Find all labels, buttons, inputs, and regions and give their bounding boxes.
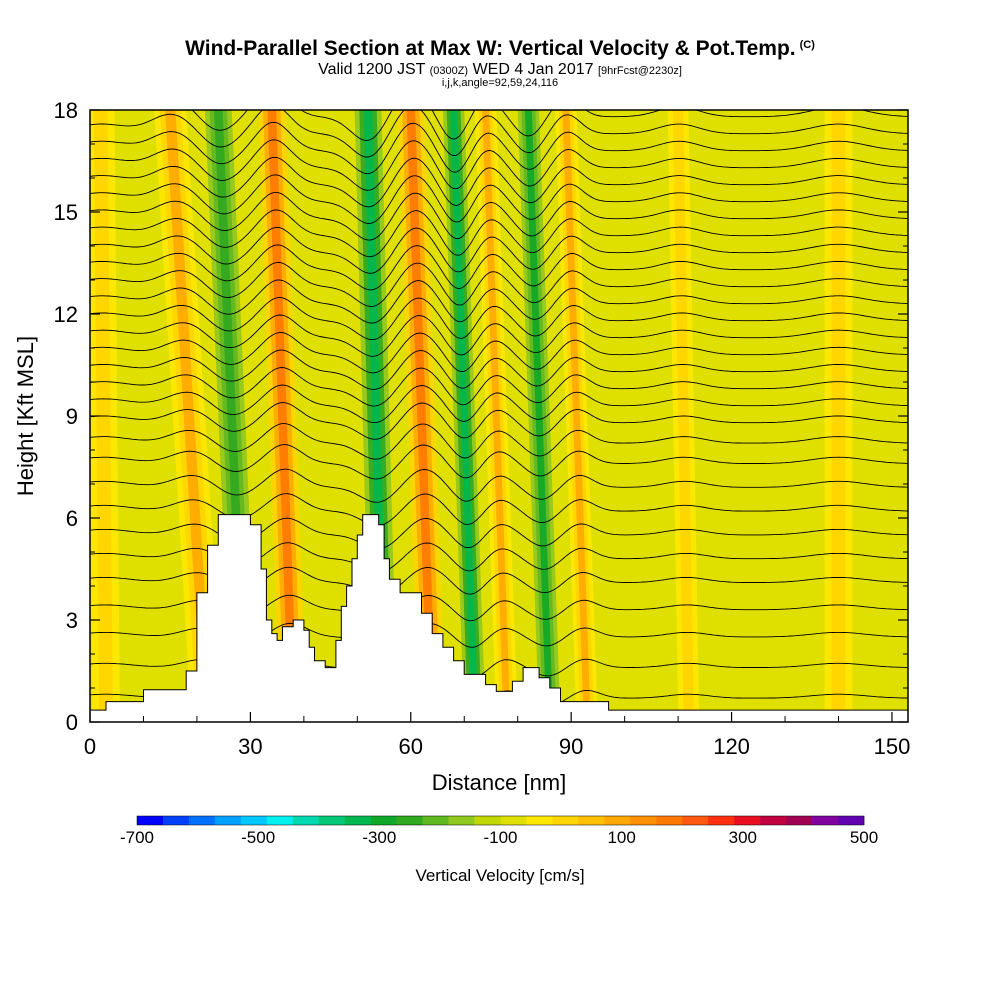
colorbar-label: 300 bbox=[729, 828, 757, 847]
colorbar-swatch bbox=[578, 816, 605, 825]
colorbar-swatch bbox=[682, 816, 709, 825]
colorbar-swatch bbox=[604, 816, 631, 825]
velocity-band-6-layer-2 bbox=[406, 110, 437, 722]
y-tick-label: 15 bbox=[54, 200, 78, 225]
theta-contour-21 bbox=[90, 226, 908, 274]
y-tick-label: 0 bbox=[66, 710, 78, 735]
colorbar-label: -500 bbox=[241, 828, 275, 847]
colorbar-swatch bbox=[214, 816, 242, 825]
theta-contour-23 bbox=[90, 191, 908, 241]
colorbar-swatch bbox=[448, 816, 475, 825]
theta-contour-26 bbox=[90, 139, 908, 191]
theta-contour-20 bbox=[90, 244, 908, 291]
colorbar-label: -300 bbox=[362, 828, 396, 847]
valid-date: WED 4 Jan 2017 bbox=[472, 61, 594, 78]
x-tick-label: 120 bbox=[713, 734, 750, 759]
colorbar-swatch bbox=[318, 816, 346, 825]
theta-contour-16 bbox=[90, 314, 908, 357]
x-axis-title: Distance [nm] bbox=[432, 770, 567, 795]
velocity-band-1-layer-2 bbox=[165, 110, 213, 722]
forecast-info: [9hrFcst@2230z] bbox=[597, 65, 682, 77]
colorbar-swatch bbox=[500, 816, 527, 825]
theta-contour-22 bbox=[90, 209, 908, 258]
colorbar-swatch bbox=[266, 816, 294, 825]
colorbar-swatch bbox=[734, 816, 761, 825]
theta-contour-19 bbox=[90, 261, 908, 307]
y-tick-label: 9 bbox=[66, 404, 78, 429]
colorbar: -700 -500 -300 -100 100 300 500 bbox=[120, 815, 878, 847]
velocity-band-4-layer-2 bbox=[300, 110, 329, 722]
colorbar-swatch bbox=[552, 816, 579, 825]
chart-subtitle: Valid 1200 JST (0300Z) WED 4 Jan 2017 [9… bbox=[0, 61, 1000, 79]
colorbar-swatch bbox=[708, 816, 735, 825]
colorbar-swatch bbox=[760, 816, 787, 825]
colorbar-swatch bbox=[188, 816, 216, 825]
x-tick-label: 150 bbox=[874, 734, 911, 759]
y-tick-label: 12 bbox=[54, 302, 78, 327]
y-tick-label: 3 bbox=[66, 608, 78, 633]
colorbar-swatch bbox=[812, 816, 839, 825]
colorbar-swatch bbox=[786, 816, 813, 825]
y-tick-label: 6 bbox=[66, 506, 78, 531]
theta-contour-13 bbox=[90, 367, 908, 407]
colorbar-label: -700 bbox=[120, 828, 154, 847]
velocity-band-11-layer-2 bbox=[608, 110, 630, 722]
colorbar-swatch bbox=[474, 816, 501, 825]
colorbar-outline bbox=[136, 815, 865, 826]
colorbar-swatch bbox=[630, 816, 657, 825]
colorbar-swatch bbox=[422, 816, 449, 825]
velocity-band-8-layer-2 bbox=[482, 110, 511, 722]
colorbar-swatch bbox=[137, 816, 164, 825]
theta-contour-17 bbox=[90, 296, 908, 341]
x-tick-label: 60 bbox=[399, 734, 423, 759]
y-axis-title: Height [Kft MSL] bbox=[13, 336, 38, 496]
terrain-silhouette bbox=[90, 514, 908, 722]
theta-contour-10 bbox=[90, 423, 908, 460]
y-tick-label: 18 bbox=[54, 98, 78, 123]
colorbar-swatch bbox=[344, 816, 371, 825]
theta-contour-11 bbox=[90, 402, 908, 440]
x-tick-label: 90 bbox=[559, 734, 583, 759]
colorbar-label: -100 bbox=[483, 828, 517, 847]
x-tick-label: 0 bbox=[84, 734, 96, 759]
theta-contour-8 bbox=[90, 468, 908, 503]
colorbar-swatch bbox=[396, 816, 423, 825]
colorbar-title: Vertical Velocity [cm/s] bbox=[415, 866, 584, 885]
valid-prefix: Valid 1200 JST bbox=[318, 61, 426, 78]
x-tick-label: 30 bbox=[238, 734, 262, 759]
colorbar-label: 100 bbox=[607, 828, 635, 847]
theta-contour-9 bbox=[90, 444, 908, 480]
theta-contour-18 bbox=[90, 279, 908, 324]
theta-contour-28 bbox=[90, 110, 908, 158]
theta-contour-25 bbox=[90, 156, 908, 208]
theta-contour-27 bbox=[90, 121, 908, 175]
title-mark: (C) bbox=[799, 39, 815, 51]
theta-contour-29 bbox=[191, 110, 908, 141]
theta-contour-15 bbox=[90, 332, 908, 374]
colorbar-swatch bbox=[162, 816, 190, 825]
colorbar-swatch bbox=[292, 816, 320, 825]
velocity-band-10-layer-2 bbox=[562, 110, 591, 722]
terrain-mask bbox=[90, 514, 908, 722]
theta-contour-14 bbox=[90, 349, 908, 390]
colorbar-label: 500 bbox=[850, 828, 878, 847]
chart-title: Wind-Parallel Section at Max W: Vertical… bbox=[185, 37, 815, 60]
colorbar-swatch bbox=[656, 816, 683, 825]
theta-contour-12 bbox=[90, 384, 908, 424]
valid-utc: (0300Z) bbox=[429, 65, 469, 77]
colorbar-swatch bbox=[370, 816, 397, 825]
colorbar-swatch bbox=[526, 816, 553, 825]
velocity-band-7-layer-2 bbox=[450, 110, 479, 722]
section-indices: i,j,k,angle=92,59,24,116 bbox=[441, 77, 559, 89]
colorbar-swatch bbox=[240, 816, 268, 825]
theta-contour-24 bbox=[90, 174, 908, 224]
x-axis: 0 30 60 90 120 150 bbox=[84, 712, 910, 759]
colorbar-swatch bbox=[838, 816, 865, 825]
y-axis: 0 3 6 9 12 15 18 bbox=[54, 98, 908, 735]
